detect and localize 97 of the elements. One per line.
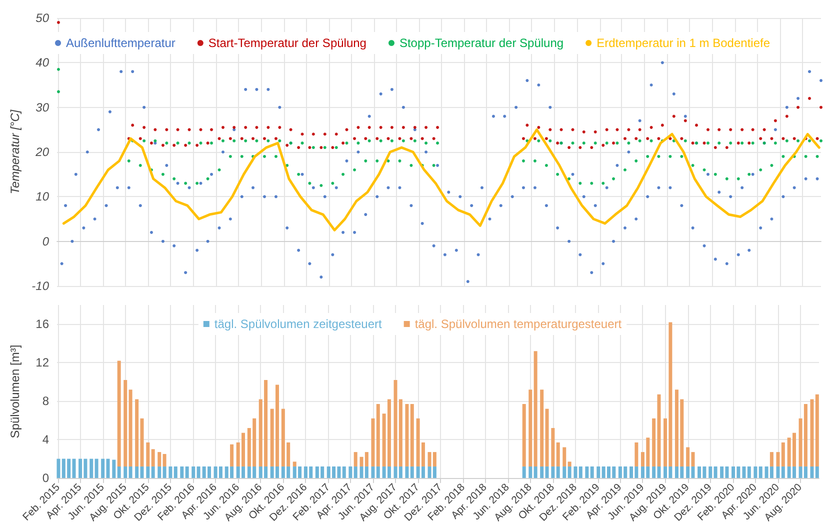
bar xyxy=(405,466,409,478)
bar xyxy=(545,466,549,478)
bar xyxy=(754,466,758,478)
bar xyxy=(528,466,532,478)
bar xyxy=(90,458,94,478)
bar xyxy=(371,466,375,478)
y-tick-label: 8 xyxy=(42,394,50,408)
bar xyxy=(810,466,814,478)
bar xyxy=(185,466,189,478)
y-tick-label: 0 xyxy=(42,471,50,485)
bar xyxy=(770,452,774,466)
bar xyxy=(376,466,380,478)
bar xyxy=(146,466,150,478)
bar xyxy=(128,390,132,466)
legend-label: Erdtemperatur in 1 m Bodentiefe xyxy=(596,36,770,50)
bar xyxy=(128,466,132,478)
bar xyxy=(758,466,762,478)
bar xyxy=(634,442,638,466)
y-tick-label: 0 xyxy=(42,234,50,248)
bar xyxy=(551,466,555,478)
bar xyxy=(196,466,200,478)
bar xyxy=(545,408,549,466)
bar xyxy=(551,428,555,466)
y-tick-label: 4 xyxy=(42,432,50,447)
bar xyxy=(708,466,712,478)
bar xyxy=(174,466,178,478)
bar xyxy=(162,454,166,466)
bar xyxy=(562,466,566,478)
bar xyxy=(522,466,526,478)
bar xyxy=(151,449,155,466)
legend-label: Stopp-Temperatur der Spülung xyxy=(399,36,564,50)
bar xyxy=(781,466,785,478)
y-tick-label: 30 xyxy=(36,100,50,114)
y-axis-title: Temperatur [°C] xyxy=(8,109,22,194)
bar xyxy=(180,466,184,478)
bar xyxy=(562,447,566,466)
y-tick-label: 40 xyxy=(36,56,50,70)
bar xyxy=(568,466,572,478)
y-tick-label: 12 xyxy=(36,356,50,370)
bar xyxy=(815,466,819,478)
bar xyxy=(376,404,380,466)
bar xyxy=(230,444,234,466)
bar xyxy=(56,458,60,478)
bar xyxy=(528,390,532,466)
bar xyxy=(124,380,128,466)
bar xyxy=(348,466,352,478)
bar xyxy=(292,462,296,466)
bar xyxy=(146,442,150,466)
bar xyxy=(556,442,560,466)
y-tick-label: 50 xyxy=(36,11,50,25)
bar xyxy=(556,466,560,478)
bar xyxy=(522,404,526,466)
bar xyxy=(117,360,121,466)
bar xyxy=(810,399,814,466)
bar xyxy=(578,466,582,478)
legend-label: Start-Temperatur der Spülung xyxy=(208,36,366,50)
y-tick-label: 10 xyxy=(36,190,50,204)
bar xyxy=(354,466,358,478)
bar xyxy=(815,394,819,466)
bar xyxy=(94,458,98,478)
y-tick-label: -10 xyxy=(32,279,50,293)
bar xyxy=(371,418,375,466)
bar xyxy=(596,466,600,478)
bar xyxy=(590,466,594,478)
bar xyxy=(117,466,121,478)
bar xyxy=(540,390,544,466)
bar xyxy=(742,466,746,478)
bar xyxy=(151,466,155,478)
bar xyxy=(574,466,578,478)
bar xyxy=(747,466,751,478)
bar xyxy=(192,466,196,478)
bar xyxy=(158,466,162,478)
legend-label: Außenlufttemperatur xyxy=(66,36,176,50)
bar xyxy=(342,466,346,478)
y-tick-label: 20 xyxy=(34,145,50,159)
bar xyxy=(405,404,409,466)
bar xyxy=(112,460,116,478)
bar xyxy=(168,466,172,478)
bar xyxy=(776,466,780,478)
bar xyxy=(162,466,166,478)
bar xyxy=(568,462,572,466)
bar xyxy=(534,466,538,478)
bar xyxy=(124,466,128,478)
bar xyxy=(354,452,358,466)
bar xyxy=(714,466,718,478)
bar xyxy=(781,442,785,466)
legend-label: tägl. Spülvolumen zeitgesteuert xyxy=(214,317,382,331)
bar xyxy=(534,351,538,466)
bar xyxy=(776,452,780,466)
bar xyxy=(410,466,414,478)
bar xyxy=(410,404,414,466)
y-axis-title: Spülvolumen [m³] xyxy=(8,344,22,438)
legend-label: tägl. Spülvolumen temperaturgesteuert xyxy=(414,317,622,331)
bar xyxy=(585,466,589,478)
y-tick-label: 16 xyxy=(36,317,50,332)
bar xyxy=(158,452,162,466)
bar xyxy=(540,466,544,478)
